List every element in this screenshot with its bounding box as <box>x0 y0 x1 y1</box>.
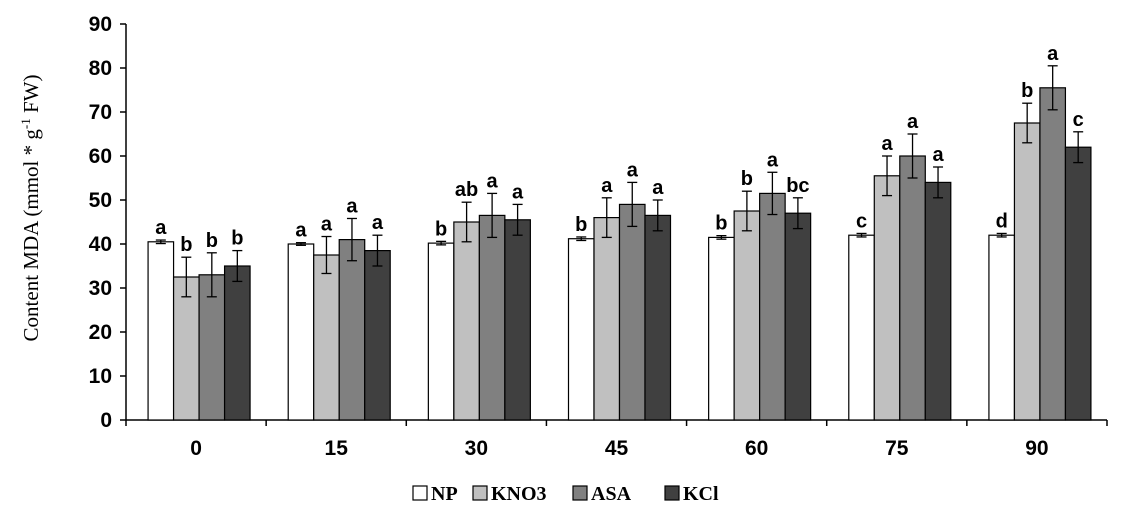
y-axis-label: Content MDA (mmol * g-1 FW) <box>18 75 43 342</box>
y-axis-title: Content MDA (mmol * g-1 FW) <box>18 75 43 342</box>
y-tick-label: 0 <box>100 409 112 432</box>
y-tick-label: 10 <box>89 365 112 388</box>
y-tick-label: 40 <box>89 233 112 256</box>
legend-label: KCl <box>683 483 719 505</box>
significance-label: a <box>321 214 333 236</box>
bar-np <box>708 236 735 421</box>
x-tick-label: 30 <box>465 437 488 460</box>
significance-label: b <box>231 228 243 250</box>
significance-label: b <box>575 214 587 236</box>
significance-label: c <box>856 210 867 232</box>
legend-swatch-kcl <box>664 485 680 501</box>
significance-label: bc <box>786 175 809 197</box>
bar-asa <box>899 155 926 421</box>
significance-label: b <box>180 234 192 256</box>
y-tick-label: 80 <box>89 57 112 80</box>
bar-kno3 <box>313 254 340 421</box>
significance-label: a <box>155 217 167 239</box>
x-tick-label: 75 <box>885 437 909 460</box>
bar-np <box>988 234 1016 421</box>
bar-np <box>427 242 455 421</box>
significance-label: a <box>767 149 779 171</box>
bar-asa <box>618 203 646 421</box>
significance-label: b <box>206 230 218 252</box>
bar-kcl <box>1064 146 1092 421</box>
bar-kcl <box>364 250 391 421</box>
x-tick-label: 15 <box>325 437 349 460</box>
legend: NP KNO3 ASA KCl <box>412 483 719 505</box>
x-tick-label: 45 <box>605 437 629 460</box>
y-tick-label: 60 <box>89 145 112 168</box>
legend-label: NP <box>431 483 458 505</box>
significance-label: a <box>601 175 613 197</box>
y-tick-label: 20 <box>89 321 112 344</box>
legend-swatch-np <box>412 485 428 501</box>
significance-label: a <box>487 170 499 192</box>
significance-label: a <box>346 195 358 217</box>
bar-asa <box>198 274 226 421</box>
significance-label: d <box>996 210 1008 232</box>
significance-label: ab <box>455 179 478 201</box>
bar-asa <box>1039 87 1067 421</box>
y-tick-label: 50 <box>89 189 112 212</box>
bar-np <box>287 243 315 421</box>
y-tick-label: 70 <box>89 101 112 124</box>
y-axis-label-superscript: -1 <box>18 118 33 129</box>
significance-label: b <box>741 168 753 190</box>
bar-kcl <box>924 181 952 421</box>
bar-kno3 <box>873 175 901 421</box>
bar-kno3 <box>733 210 761 421</box>
significance-label: b <box>1021 80 1033 102</box>
significance-label: a <box>512 181 524 203</box>
significance-label: a <box>627 159 639 181</box>
x-tick-label: 90 <box>1025 437 1048 460</box>
bar-kno3 <box>1013 122 1041 421</box>
bar-kno3 <box>453 221 480 421</box>
significance-label: a <box>881 133 893 155</box>
y-tick-label: 30 <box>89 277 112 300</box>
significance-label: a <box>907 111 919 133</box>
bar-kcl <box>223 265 251 421</box>
legend-swatch-asa <box>572 485 588 501</box>
y-axis-label-tail: FW) <box>19 75 43 119</box>
significance-label: b <box>435 218 447 240</box>
bar-kcl <box>504 219 531 421</box>
bar-kno3 <box>172 276 200 421</box>
legend-swatch-kno3 <box>472 485 488 501</box>
x-tick-label: 60 <box>745 437 768 460</box>
significance-label: a <box>652 177 664 199</box>
y-axis-label-main: Content MDA (mmol * g <box>19 129 43 342</box>
bar-kno3 <box>593 217 621 421</box>
bar-np <box>848 234 875 421</box>
significance-label: c <box>1073 109 1084 131</box>
bar-np <box>567 238 595 421</box>
bar-np <box>147 241 175 421</box>
y-tick-label: 90 <box>89 13 112 36</box>
significance-label: a <box>1047 43 1059 65</box>
legend-label: KNO3 <box>491 483 547 505</box>
bar-asa <box>338 239 366 421</box>
bar-asa <box>478 214 506 421</box>
bar-kcl <box>784 212 812 421</box>
significance-label: a <box>295 220 307 242</box>
significance-label: a <box>372 212 384 234</box>
x-tick-label: 0 <box>190 437 202 460</box>
bar-kcl <box>644 214 672 421</box>
legend-label: ASA <box>591 483 632 505</box>
significance-label: b <box>715 213 727 235</box>
significance-label: a <box>932 144 944 166</box>
bar-asa <box>759 192 786 421</box>
